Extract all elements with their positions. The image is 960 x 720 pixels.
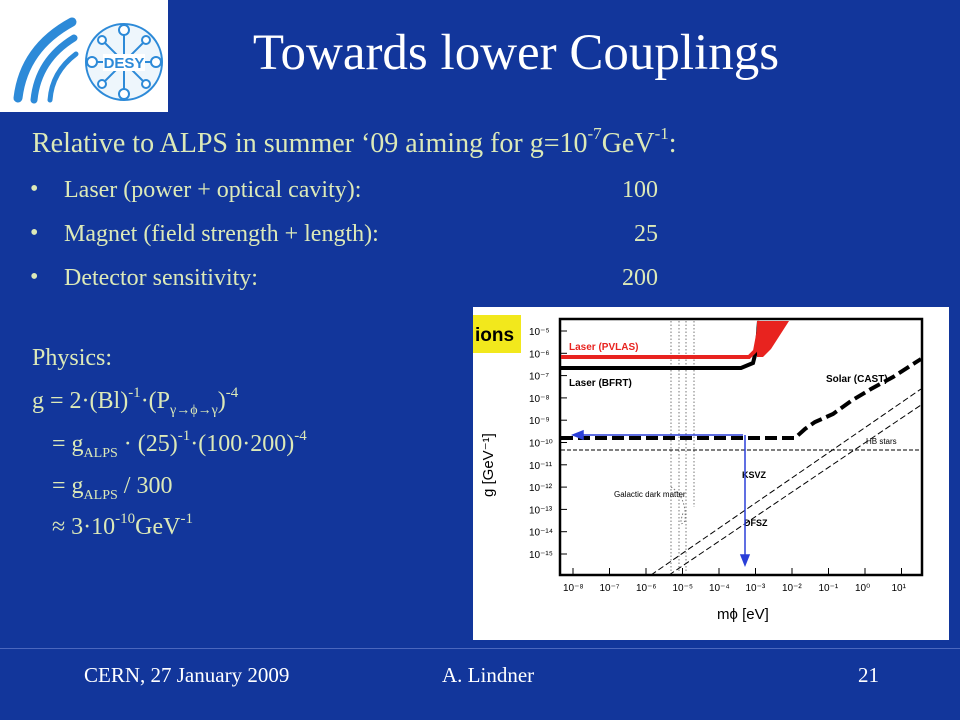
y-tick-label: 10⁻⁸ (529, 394, 550, 405)
bullet-value-detector: 200 (622, 265, 658, 291)
y-tick-label: 10⁻¹¹ (529, 461, 553, 472)
bullet-dot: • (30, 220, 39, 246)
logo-text: DESY (104, 55, 145, 72)
desy-logo-icon: DESY (13, 17, 163, 104)
physics-line-1: g = 2·(Bl)-1·(Pγ→ϕ→γ)-4 (32, 385, 239, 418)
y-tick-label: 10⁻⁶ (529, 349, 550, 360)
galactic-label: Galactic dark matter (614, 490, 686, 499)
laser-pvlas-label: Laser (PVLAS) (569, 342, 638, 353)
solar-cast-label: Solar (CAST) (826, 374, 888, 385)
plot-ylabel: g [GeV⁻¹] (480, 433, 497, 497)
bullet-label-laser: Laser (power + optical cavity): (64, 177, 362, 203)
x-tick-label: 10⁻² (782, 583, 802, 594)
laser-bfrt-label: Laser (BFRT) (569, 378, 632, 389)
bullet-value-laser: 100 (622, 177, 658, 203)
y-tick-label: 10⁻¹³ (529, 505, 553, 516)
y-tick-label: 10⁻⁵ (529, 327, 550, 338)
x-tick-label: 10⁻⁵ (673, 583, 694, 594)
y-tick-label: 10⁻¹⁵ (529, 550, 553, 561)
physics-line-3: = gALPS / 300 (52, 473, 173, 503)
ksvz-line (650, 388, 922, 576)
bullet-dot: • (30, 176, 39, 202)
x-tick-label: 10⁻³ (746, 583, 766, 594)
x-tick-label: 10⁻⁶ (636, 583, 657, 594)
footer-rule (0, 648, 960, 649)
galactic-band (670, 321, 695, 573)
bullet-label-detector: Detector sensitivity: (64, 265, 258, 291)
slide-title: Towards lower Couplings (252, 25, 780, 81)
x-tick-label: 10⁻⁷ (600, 583, 620, 594)
improvement-arrows (570, 429, 751, 568)
dfsz-line (668, 404, 922, 576)
y-tick-label: 10⁻¹⁴ (529, 528, 553, 539)
pvlas-region (757, 321, 789, 357)
hb-stars-label: HB stars (866, 437, 897, 446)
desy-logo: DESY (0, 0, 168, 112)
x-tick-label: 10⁻¹ (819, 583, 839, 594)
physics-line-2: = gALPS · (25)-1·(100·200)-4 (52, 428, 307, 461)
y-tick-label: 10⁻⁷ (529, 372, 549, 383)
exclusion-plot: ions g [GeV⁻¹] mϕ [eV] 10⁻⁵ 10⁻⁶ 10⁻⁷ 10⁻⁸ 1… (473, 307, 949, 640)
bullet-dot: • (30, 264, 39, 290)
exclusion-plot-svg: ions g [GeV⁻¹] mϕ [eV] 10⁻⁵ 10⁻⁶ 10⁻⁷ 10⁻⁸ 1… (473, 307, 949, 640)
footer-venue-date: CERN, 27 January 2009 (84, 663, 290, 687)
footer-author: A. Lindner (442, 663, 535, 687)
ksvz-label: KSVZ (742, 470, 767, 480)
plot-xlabel: mϕ [eV] (717, 606, 769, 623)
bullet-value-magnet: 25 (634, 221, 658, 247)
x-tick-label: 10⁻⁴ (709, 583, 730, 594)
intro-line: Relative to ALPS in summer ‘09 aiming fo… (32, 124, 677, 159)
x-tick-label: 10⁻⁸ (563, 583, 584, 594)
plot-frame (558, 317, 924, 577)
x-tick-label: 10⁰ (855, 583, 870, 594)
physics-heading: Physics: (32, 345, 113, 371)
corner-label: ions (475, 325, 514, 346)
page-number: 21 (858, 663, 879, 687)
y-tick-label: 10⁻¹⁰ (529, 439, 553, 450)
bullet-label-magnet: Magnet (field strength + length): (64, 221, 379, 247)
corner-label-box (473, 315, 521, 353)
x-tick-label: 10¹ (892, 583, 907, 594)
y-tick-label: 10⁻⁹ (529, 416, 550, 427)
y-tick-label: 10⁻¹² (529, 483, 553, 494)
dfsz-label: DFSZ (744, 518, 768, 528)
physics-line-4: ≈ 3·10-10GeV-1 (52, 511, 193, 540)
solar-cast-curve (561, 357, 923, 440)
